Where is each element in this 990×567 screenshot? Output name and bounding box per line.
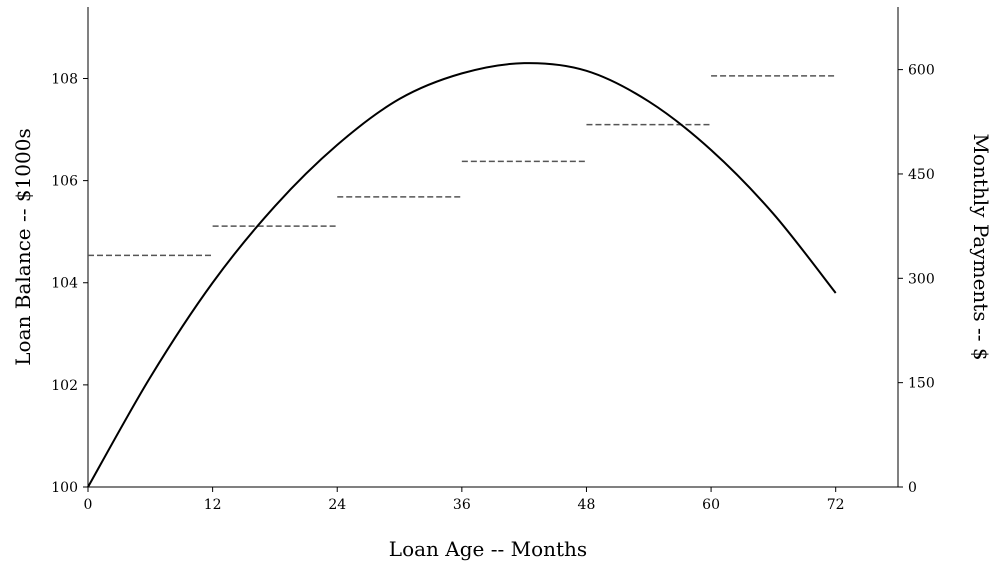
y-tick-label: 100 [51, 480, 78, 496]
x-axis-title: Loan Age -- Months [389, 537, 587, 561]
x-tick-label: 60 [702, 497, 720, 513]
y-tick-label: 102 [51, 378, 78, 394]
x-tick-label: 72 [827, 497, 845, 513]
x-tick-label: 36 [453, 497, 471, 513]
y2-tick-label: 450 [908, 167, 935, 183]
x-ticks-group: 0 12 24 36 48 60 72 [84, 487, 845, 513]
y-tick-label: 108 [51, 71, 78, 87]
y-axis-title: Loan Balance -- $1000s [11, 128, 35, 365]
loan-balance-curve [87, 62, 837, 488]
y2-tick-label: 0 [908, 480, 917, 496]
y2-ticks-group: 0 150 300 450 600 [898, 63, 935, 496]
y2-tick-label: 150 [908, 376, 935, 392]
x-tick-label: 24 [328, 497, 346, 513]
y2-tick-label: 600 [908, 63, 935, 79]
y2-axis-title: Monthly Payments -- $ [969, 133, 990, 360]
x-tick-label: 48 [578, 497, 596, 513]
x-tick-label: 0 [84, 497, 93, 513]
axes-group [87, 7, 899, 488]
y-tick-label: 104 [51, 276, 78, 292]
y-tick-label: 106 [51, 174, 78, 190]
x-tick-label: 12 [204, 497, 222, 513]
payment-steps-group [88, 75, 836, 257]
y-ticks-group: 100 102 104 106 108 [51, 71, 88, 496]
y2-tick-label: 300 [908, 271, 935, 287]
